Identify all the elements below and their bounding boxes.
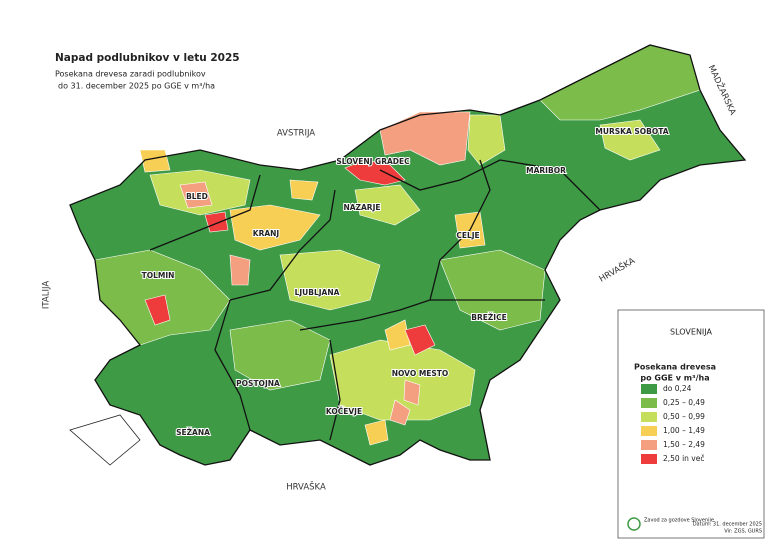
place-label: KOČEVJE [326, 407, 362, 416]
place-label: TOLMIN [142, 271, 175, 280]
subtitle: Posekana drevesa zaradi podlubnikov [55, 70, 206, 79]
organization: Zavod za gozdove Slovenije [644, 518, 714, 524]
country-label: HRVAŠKA [286, 481, 326, 493]
legend-label: 2,50 in več [663, 454, 704, 463]
region [379, 111, 471, 166]
place-label: BREŽICE [471, 313, 506, 322]
region [384, 319, 411, 351]
place-label: SLOVENJ GRADEC [336, 157, 410, 166]
region [279, 249, 381, 311]
region [467, 114, 506, 166]
region [439, 249, 546, 331]
legend-swatch [641, 384, 657, 394]
legend-label: do 0,24 [663, 384, 692, 393]
place-label: NAZARJE [343, 203, 380, 212]
region [344, 159, 406, 186]
region [139, 149, 171, 173]
gge-borders [69, 44, 747, 466]
place-label: MURSKA SOBOTA [595, 127, 668, 136]
place-label: POSTOJNA [236, 379, 280, 388]
places: SLOVENJ GRADEC BLED NAZARJE MURSKA SOBOT… [141, 126, 670, 438]
country-label: MADŽARSKA [706, 63, 740, 117]
country-label: ITALIJA [42, 281, 52, 309]
legend-swatch [641, 398, 657, 408]
region [144, 294, 171, 326]
footer-source: Vir: ZGS, GURS [724, 529, 762, 535]
legend-label: 1,00 – 1,49 [663, 426, 705, 435]
place-label: SEŽANA [176, 428, 210, 437]
region [229, 204, 321, 251]
legend-label: 0,50 – 0,99 [663, 412, 705, 421]
region [403, 379, 421, 406]
region [229, 254, 251, 286]
region [229, 319, 331, 391]
subtitle: do 31. december 2025 po GGE v m³/ha [58, 82, 215, 91]
country-label: HRVAŠKA [597, 254, 637, 284]
place-label: KRANJ [253, 229, 280, 238]
sea-area [69, 414, 141, 466]
legend-title: Posekana drevesa [634, 363, 716, 372]
country-label: AVSTRIJA [277, 129, 315, 139]
place-label: LJUBLJANA [295, 288, 340, 297]
region [179, 181, 213, 209]
place-label: MARIBOR [526, 166, 566, 175]
legend-swatch [641, 426, 657, 436]
footer-date: Datum: 31. december 2025 [693, 522, 762, 528]
place-label: BLED [186, 192, 208, 201]
region [354, 184, 421, 226]
legend-swatch [641, 412, 657, 422]
region [389, 399, 411, 426]
logo [627, 517, 641, 531]
legend-title: po GGE v m³/ha [640, 374, 709, 383]
legend-label: 0,25 – 0,49 [663, 398, 705, 407]
legend-box [617, 309, 765, 539]
legend: SLOVENIJA Posekana drevesa po GGE v m³/h… [617, 309, 765, 539]
legend-swatch [641, 454, 657, 464]
region [289, 179, 319, 201]
region [364, 419, 389, 446]
legend-heading: SLOVENIJA [670, 328, 712, 337]
regions [69, 44, 746, 466]
region [599, 119, 661, 161]
map-title: Napad podlubnikov v letu 2025 [55, 52, 240, 64]
place-label: NOVO MESTO [392, 369, 449, 378]
place-label: CELJE [456, 231, 479, 240]
legend-swatch [641, 440, 657, 450]
region [404, 324, 436, 356]
legend-label: 1,50 – 2,49 [663, 440, 705, 449]
